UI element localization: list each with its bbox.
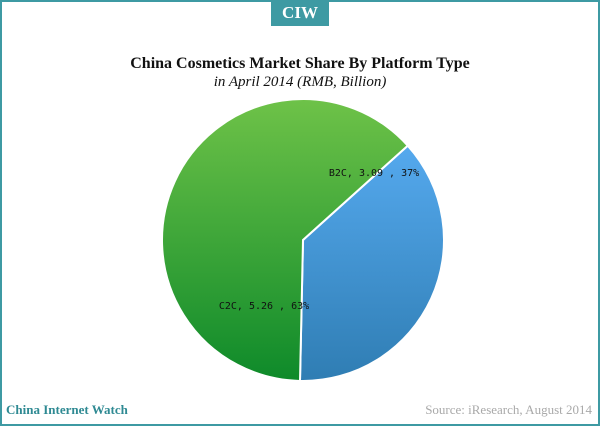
pie-slice-c2c — [161, 98, 410, 382]
slice-label-b2c: B2C, 3.09 , 37% — [329, 168, 419, 179]
pie-slice-b2c — [298, 144, 445, 382]
footer-source: Source: iResearch, August 2014 — [425, 402, 592, 417]
footer-brand: China Internet Watch — [6, 402, 128, 417]
slice-label-c2c: C2C, 5.26 , 63% — [219, 301, 309, 312]
ciw-logo: CIW — [271, 0, 329, 26]
chart-title: China Cosmetics Market Share By Platform… — [130, 55, 470, 72]
chart-subtitle: in April 2014 (RMB, Billion) — [213, 74, 387, 90]
